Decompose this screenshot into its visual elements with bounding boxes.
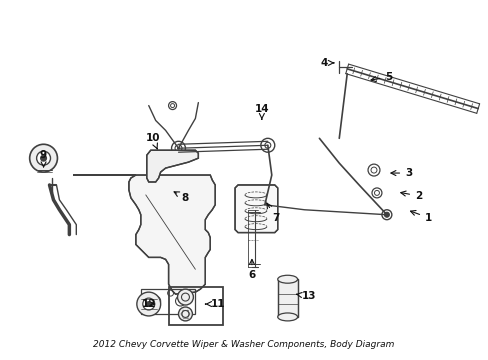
Circle shape bbox=[259, 200, 269, 210]
Circle shape bbox=[137, 292, 161, 316]
Bar bbox=[168, 287, 223, 325]
Bar bbox=[277, 279, 297, 317]
Text: 14: 14 bbox=[254, 104, 268, 119]
Circle shape bbox=[177, 289, 193, 305]
Bar bbox=[141, 289, 195, 314]
Text: 9: 9 bbox=[40, 150, 47, 167]
Circle shape bbox=[260, 138, 274, 152]
Circle shape bbox=[37, 151, 50, 165]
Circle shape bbox=[142, 298, 154, 310]
Circle shape bbox=[30, 144, 57, 172]
Circle shape bbox=[146, 302, 151, 306]
Ellipse shape bbox=[277, 313, 297, 321]
Text: 1: 1 bbox=[410, 211, 431, 223]
Text: 8: 8 bbox=[174, 192, 189, 203]
Circle shape bbox=[263, 203, 266, 207]
Text: 6: 6 bbox=[248, 260, 255, 280]
Circle shape bbox=[41, 155, 46, 161]
Circle shape bbox=[381, 210, 391, 220]
Text: 11: 11 bbox=[205, 299, 225, 309]
Text: 10: 10 bbox=[145, 133, 160, 149]
Polygon shape bbox=[146, 150, 198, 182]
Circle shape bbox=[384, 212, 388, 217]
Ellipse shape bbox=[277, 275, 297, 283]
Text: 13: 13 bbox=[296, 291, 316, 301]
Bar bbox=[277, 279, 297, 317]
Text: 5: 5 bbox=[370, 72, 392, 82]
Circle shape bbox=[178, 307, 192, 321]
Polygon shape bbox=[235, 185, 277, 233]
Text: 3: 3 bbox=[390, 168, 411, 178]
Text: 2: 2 bbox=[400, 191, 422, 201]
Circle shape bbox=[171, 141, 185, 155]
Circle shape bbox=[168, 102, 176, 109]
Text: 12: 12 bbox=[141, 299, 156, 309]
Text: 4: 4 bbox=[320, 58, 333, 68]
Text: 7: 7 bbox=[266, 203, 279, 223]
Text: 2012 Chevy Corvette Wiper & Washer Components, Body Diagram: 2012 Chevy Corvette Wiper & Washer Compo… bbox=[93, 340, 394, 349]
Polygon shape bbox=[73, 175, 215, 294]
Circle shape bbox=[177, 147, 180, 150]
Circle shape bbox=[175, 145, 182, 152]
